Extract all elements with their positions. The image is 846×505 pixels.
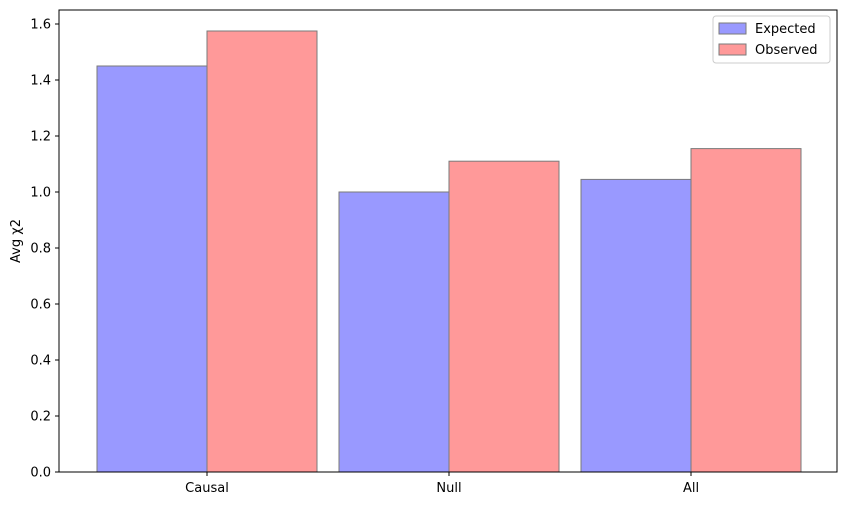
x-tick-label-null: Null — [436, 481, 461, 496]
plot-area-frame — [58, 9, 838, 473]
legend-swatch-observed — [718, 43, 747, 56]
bar-expected-all — [580, 178, 692, 473]
bar-observed-causal — [206, 30, 318, 473]
bar-observed-null — [448, 160, 560, 473]
y-tick-label: 1.0 — [30, 186, 51, 201]
bar-expected-causal — [96, 65, 208, 473]
x-tick-label-causal: Causal — [185, 481, 229, 496]
bar-expected-null — [338, 191, 450, 473]
y-tick-label: 0.0 — [30, 466, 51, 481]
bar-observed-all — [690, 148, 802, 473]
y-axis: 0.0 0.2 0.4 0.6 0.8 1.0 1.2 1.4 1.6 — [30, 18, 59, 481]
y-tick-label: 0.2 — [30, 410, 51, 425]
y-tick-label: 0.4 — [30, 354, 51, 369]
legend-label-observed: Observed — [755, 43, 818, 58]
legend: Expected Observed — [712, 15, 831, 64]
y-tick-label: 0.8 — [30, 242, 51, 257]
y-tick-label: 0.6 — [30, 298, 51, 313]
bars-group — [96, 30, 802, 473]
x-axis: Causal Null All — [185, 472, 699, 496]
y-axis-label: Avg χ2 — [9, 219, 24, 263]
legend-swatch-expected — [718, 22, 747, 35]
legend-label-expected: Expected — [755, 22, 816, 37]
x-tick-label-all: All — [683, 481, 699, 496]
y-tick-label: 1.2 — [30, 130, 51, 145]
y-tick-label: 1.6 — [30, 18, 51, 33]
y-tick-label: 1.4 — [30, 74, 51, 89]
